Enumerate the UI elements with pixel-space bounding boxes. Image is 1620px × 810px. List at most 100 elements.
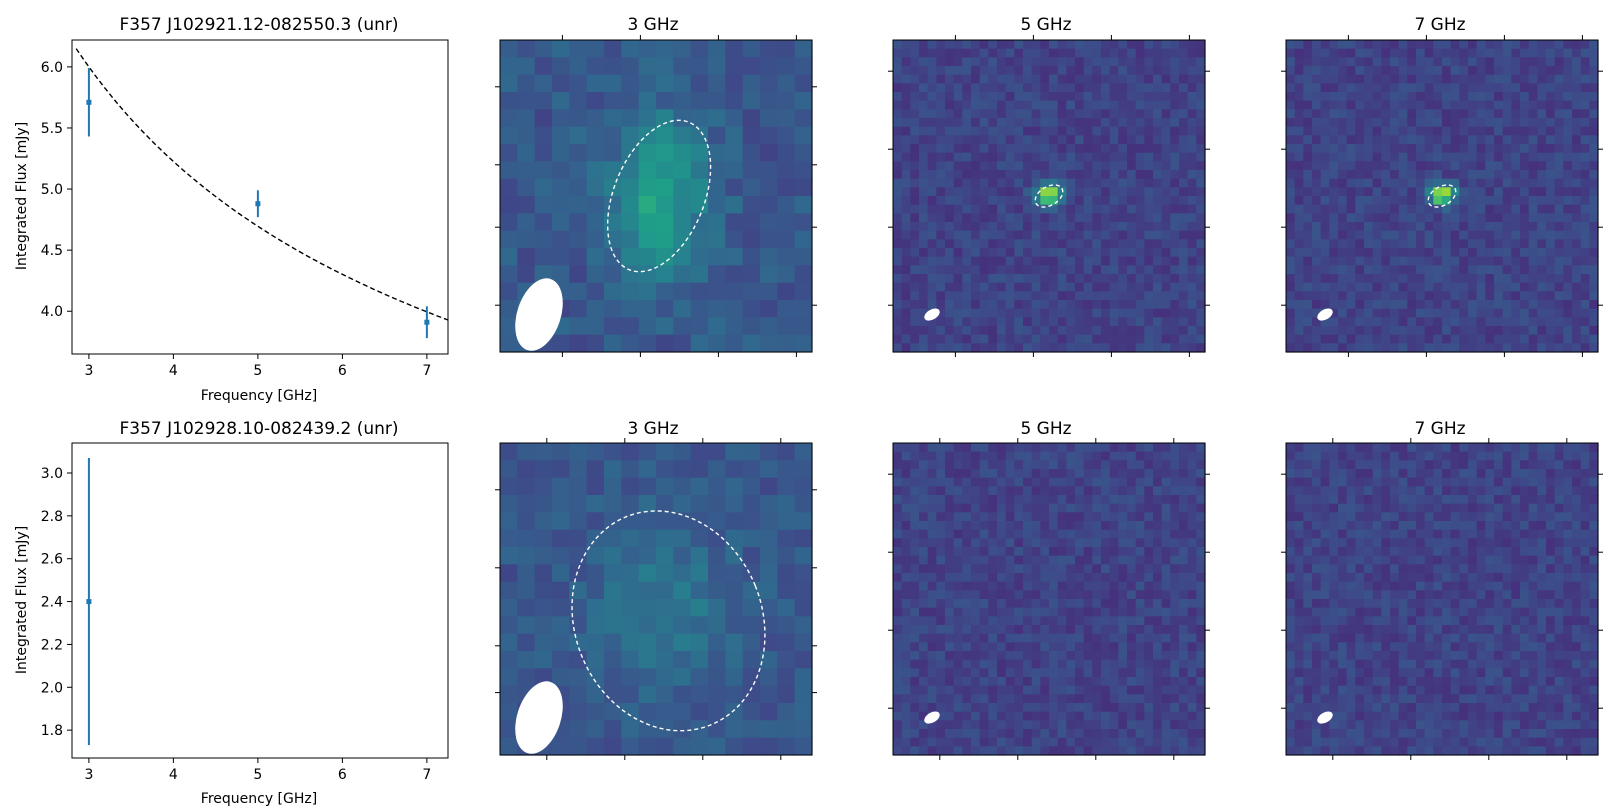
pixel	[1286, 326, 1296, 336]
pixel	[1528, 109, 1538, 119]
pixel	[1329, 451, 1339, 461]
pixel	[725, 334, 744, 353]
pixel	[901, 40, 911, 50]
pixel	[997, 135, 1007, 145]
pixel	[945, 633, 955, 643]
pixel	[725, 57, 744, 76]
pixel	[1170, 685, 1180, 695]
pixel	[1118, 282, 1128, 292]
pixel	[1286, 57, 1296, 67]
pixel	[1066, 477, 1076, 487]
pixel	[760, 616, 778, 635]
pixel	[919, 529, 929, 539]
pixel	[1057, 100, 1067, 110]
pixel	[1101, 512, 1111, 522]
pixel	[988, 126, 998, 136]
pixel	[1416, 135, 1426, 145]
pixel-grid	[893, 40, 1206, 353]
pixel	[1101, 590, 1111, 600]
pixel	[1355, 265, 1365, 275]
pixel	[1049, 100, 1059, 110]
pixel	[1118, 83, 1128, 93]
pixel	[936, 135, 946, 145]
pixel	[604, 334, 622, 353]
pixel	[1364, 495, 1374, 505]
pixel	[1459, 503, 1469, 513]
pixel	[1320, 161, 1330, 171]
pixel	[1023, 746, 1033, 756]
pixel	[604, 599, 622, 617]
pixel	[1450, 196, 1460, 206]
pixel	[1153, 187, 1163, 197]
pixel	[1459, 109, 1469, 119]
image-3ghz-row2: 3 GHz	[495, 419, 817, 760]
pixel	[1127, 66, 1137, 76]
pixel	[1187, 66, 1197, 76]
pixel	[673, 317, 692, 336]
pixel	[569, 668, 588, 687]
pixel	[901, 187, 911, 197]
pixel	[919, 460, 929, 470]
pixel	[1075, 187, 1085, 197]
pixel	[1511, 256, 1521, 266]
pixel	[1537, 196, 1547, 206]
pixel	[1023, 334, 1033, 344]
pixel	[1031, 547, 1041, 557]
pixel	[1187, 274, 1197, 284]
pixel	[586, 564, 605, 583]
pixel	[953, 40, 963, 50]
pixel	[893, 83, 903, 93]
pixel	[997, 625, 1007, 635]
pixel	[1179, 607, 1189, 617]
pixel	[1118, 694, 1128, 704]
pixel	[901, 308, 911, 318]
pixel	[1083, 118, 1093, 128]
pixel	[953, 57, 963, 67]
pixel	[1537, 126, 1547, 136]
pixel	[1161, 40, 1171, 50]
pixel	[1005, 83, 1015, 93]
pixel	[1286, 48, 1296, 58]
pixel	[1546, 317, 1556, 327]
pixel	[901, 326, 911, 336]
pixel	[927, 291, 937, 301]
pixel	[1049, 642, 1059, 652]
pixel	[1031, 512, 1041, 522]
pixel	[586, 57, 605, 76]
pixel	[1092, 659, 1102, 669]
pixel	[1144, 274, 1154, 284]
pixel	[1286, 300, 1296, 310]
pixel	[919, 443, 929, 453]
beam-ellipse	[924, 308, 940, 321]
pixel	[1161, 74, 1171, 84]
pixel	[1546, 57, 1556, 67]
pixel	[1005, 460, 1015, 470]
pixel	[1196, 300, 1206, 310]
pixel	[1161, 477, 1171, 487]
pixel	[1416, 100, 1426, 110]
pixel	[1390, 282, 1400, 292]
pixel	[1303, 334, 1313, 344]
pixel	[1092, 92, 1102, 102]
pixel	[1580, 317, 1590, 327]
pixel	[919, 248, 929, 258]
pixel	[1049, 529, 1059, 539]
pixel	[1127, 651, 1137, 661]
pixel	[901, 703, 911, 713]
pixel	[1127, 256, 1137, 266]
pixel	[1433, 83, 1443, 93]
pixel	[1170, 161, 1180, 171]
pixel	[1338, 92, 1348, 102]
pixel	[1170, 118, 1180, 128]
pixel	[1286, 109, 1296, 119]
pixel	[1398, 503, 1408, 513]
pixel	[777, 720, 796, 739]
pixel	[927, 703, 937, 713]
pixel	[1433, 443, 1443, 453]
pixel	[604, 581, 622, 600]
pixel	[742, 495, 761, 513]
pixel	[901, 633, 911, 643]
pixel	[971, 599, 981, 609]
pixel	[1572, 135, 1582, 145]
pixel	[1049, 607, 1059, 617]
